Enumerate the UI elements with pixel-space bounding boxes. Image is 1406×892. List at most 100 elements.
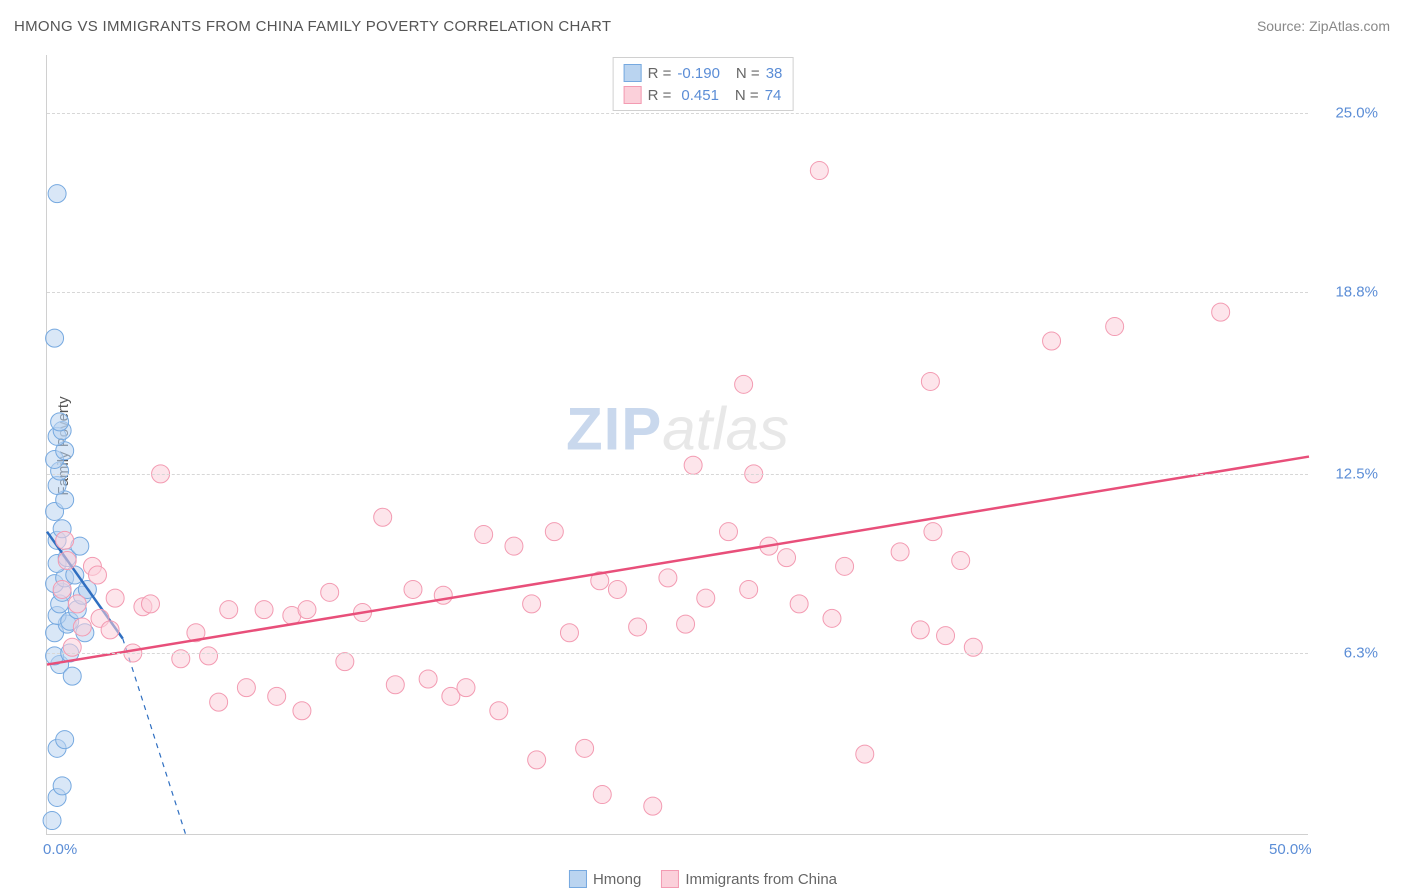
data-point [545,523,563,541]
y-tick-label: 12.5% [1318,465,1378,482]
data-point [608,580,626,598]
data-point [560,624,578,642]
stat-n-label: N = [736,65,760,82]
data-point [475,526,493,544]
data-point [53,777,71,795]
y-tick-label: 18.8% [1318,283,1378,300]
data-point [684,456,702,474]
data-point [88,566,106,584]
data-point [740,580,758,598]
stat-r-value-hmong: -0.190 [677,65,720,82]
data-point [778,549,796,567]
stat-row-hmong: R = -0.190 N = 38 [624,62,783,84]
grid-line [47,113,1308,114]
data-point [200,647,218,665]
trend-line-extrapolation [123,639,186,835]
x-tick-label: 0.0% [43,841,77,858]
legend: Hmong Immigrants from China [569,870,837,888]
data-point [576,739,594,757]
x-tick-label: 50.0% [1269,841,1312,858]
swatch-pink [624,86,642,104]
data-point [141,595,159,613]
legend-item-china: Immigrants from China [661,870,837,888]
data-point [268,687,286,705]
trend-line [47,457,1309,665]
scatter-svg [47,55,1308,834]
data-point [56,531,74,549]
data-point [719,523,737,541]
data-point [73,618,91,636]
data-point [593,786,611,804]
data-point [490,702,508,720]
data-point [1212,303,1230,321]
data-point [210,693,228,711]
data-point [386,676,404,694]
legend-label-china: Immigrants from China [685,871,837,888]
stat-r-value-china: 0.451 [681,87,719,104]
data-point [293,702,311,720]
data-point [644,797,662,815]
legend-swatch-pink [661,870,679,888]
data-point [659,569,677,587]
data-point [823,609,841,627]
data-point [528,751,546,769]
data-point [924,523,942,541]
legend-label-hmong: Hmong [593,871,641,888]
data-point [321,583,339,601]
data-point [1043,332,1061,350]
stat-n-label: N = [735,87,759,104]
correlation-stats-box: R = -0.190 N = 38 R = 0.451 N = 74 [613,57,794,111]
data-point [1106,318,1124,336]
legend-item-hmong: Hmong [569,870,641,888]
data-point [856,745,874,763]
stat-n-value-hmong: 38 [766,65,783,82]
data-point [237,679,255,697]
data-point [255,601,273,619]
data-point [53,580,71,598]
data-point [505,537,523,555]
data-point [46,329,64,347]
data-point [735,375,753,393]
data-point [911,621,929,639]
data-point [891,543,909,561]
data-point [790,595,808,613]
data-point [298,601,316,619]
data-point [58,552,76,570]
data-point [697,589,715,607]
data-point [336,653,354,671]
data-point [101,621,119,639]
data-point [220,601,238,619]
data-point [921,372,939,390]
data-point [836,557,854,575]
y-tick-label: 6.3% [1318,645,1378,662]
swatch-blue [624,64,642,82]
y-tick-label: 25.0% [1318,104,1378,121]
data-point [952,552,970,570]
data-point [457,679,475,697]
data-point [374,508,392,526]
plot-area: ZIPatlas 6.3%12.5%18.8%25.0%0.0%50.0% [46,55,1308,835]
data-point [48,185,66,203]
data-point [419,670,437,688]
grid-line [47,474,1308,475]
stat-n-value-china: 74 [765,87,782,104]
legend-swatch-blue [569,870,587,888]
data-point [523,595,541,613]
data-point [937,627,955,645]
source-attribution: Source: ZipAtlas.com [1257,18,1390,34]
data-point [63,667,81,685]
chart-title: HMONG VS IMMIGRANTS FROM CHINA FAMILY PO… [14,18,611,35]
data-point [629,618,647,636]
data-point [51,413,69,431]
stat-row-china: R = 0.451 N = 74 [624,84,783,106]
data-point [56,731,74,749]
data-point [68,595,86,613]
stat-r-label: R = [648,65,672,82]
data-point [677,615,695,633]
stat-r-label: R = [648,87,672,104]
data-point [106,589,124,607]
grid-line [47,292,1308,293]
data-point [43,812,61,830]
grid-line [47,653,1308,654]
data-point [810,162,828,180]
